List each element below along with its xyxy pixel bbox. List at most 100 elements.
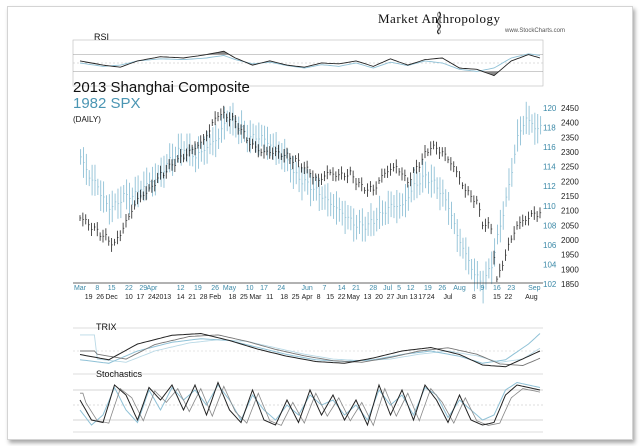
- x-tick-spx: 8: [95, 285, 99, 292]
- rsi-label: RSI: [94, 32, 109, 42]
- y-tick-shanghai: 2100: [561, 207, 579, 216]
- x-tick-spx: 21: [352, 285, 360, 292]
- x-tick-shanghai: 22: [505, 294, 513, 301]
- x-tick-shanghai: Feb: [209, 294, 221, 301]
- x-tick-shanghai: Jun: [396, 294, 407, 301]
- x-tick-shanghai: Dec: [105, 294, 118, 301]
- x-tick-shanghai: 26: [96, 294, 104, 301]
- x-tick-shanghai: 25: [292, 294, 300, 301]
- trix-spx-signal: [80, 334, 541, 363]
- y-tick-shanghai: 1950: [561, 251, 579, 260]
- rsi-overbought-fill: [80, 51, 540, 55]
- x-tick-spx: Jul: [383, 285, 392, 292]
- x-tick-shanghai: May: [346, 294, 360, 301]
- y-tick-spx: 110: [543, 202, 556, 211]
- x-tick-shanghai: 13: [364, 294, 372, 301]
- x-tick-spx: 12: [407, 285, 415, 292]
- axes: 2450 2400 2350 2300 2250 2200 2150 2100 2050 2000…: [73, 104, 579, 301]
- x-tick-shanghai: 28: [200, 294, 208, 301]
- x-tick-shanghai: 14: [177, 294, 185, 301]
- x-tick-spx: 28: [369, 285, 377, 292]
- chart-note: (DAILY): [73, 115, 101, 124]
- x-tick-shanghai: Jul: [444, 294, 453, 301]
- x-tick-spx: 22: [125, 285, 133, 292]
- y-tick-spx: 104: [543, 260, 557, 269]
- y-tick-shanghai: 2300: [561, 148, 579, 157]
- x-tick-spx: 26: [211, 285, 219, 292]
- y-tick-spx: 112: [543, 182, 556, 191]
- x-tick-shanghai: 21: [188, 294, 196, 301]
- rsi-plot: [73, 50, 543, 77]
- y-tick-shanghai: 2150: [561, 192, 579, 201]
- x-tick-shanghai: 24: [427, 294, 435, 301]
- stoch-shanghai-line: [79, 381, 541, 427]
- x-tick-shanghai: 15: [326, 294, 334, 301]
- x-tick-spx: 10: [246, 285, 254, 292]
- x-tick-spx: 19: [424, 285, 432, 292]
- x-tick-spx: 29: [139, 285, 147, 292]
- y-tick-spx: 102: [543, 280, 557, 289]
- y-tick-shanghai: 2250: [561, 163, 579, 172]
- chart-subtitle: 1982 SPX: [73, 95, 141, 112]
- x-tick-shanghai: 2013: [156, 294, 172, 301]
- x-tick-spx: 19: [194, 285, 202, 292]
- x-tick-shanghai: 18: [229, 294, 237, 301]
- stochastics-label: Stochastics: [96, 369, 143, 379]
- x-tick-spx: 5: [397, 285, 401, 292]
- trix-spx-line: [79, 333, 541, 364]
- x-tick-spx: 16: [493, 285, 501, 292]
- x-tick-shanghai: 27: [387, 294, 395, 301]
- y-tick-shanghai: 2400: [561, 119, 579, 128]
- x-tick-shanghai: 17: [137, 294, 145, 301]
- x-tick-shanghai: 10: [125, 294, 133, 301]
- x-tick-shanghai: 8: [317, 294, 321, 301]
- chart-title: 2013 Shanghai Composite: [73, 79, 250, 96]
- x-tick-shanghai: 20: [375, 294, 383, 301]
- x-tick-spx: Jun: [301, 285, 312, 292]
- y-tick-shanghai: 1900: [561, 265, 579, 274]
- x-tick-spx: 14: [338, 285, 346, 292]
- brand-credit: www.StockCharts.com: [504, 28, 565, 34]
- x-tick-spx: May: [223, 285, 237, 292]
- x-tick-shanghai: Apr: [302, 294, 314, 301]
- y-tick-spx: 108: [543, 221, 557, 230]
- x-tick-spx: Apr: [146, 285, 158, 292]
- rsi-shanghai-line: [79, 50, 541, 77]
- x-tick-spx: 23: [507, 285, 515, 292]
- x-tick-spx: 26: [438, 285, 446, 292]
- stochastics-plot: [73, 381, 543, 427]
- x-tick-shanghai: 15: [493, 294, 501, 301]
- y-tick-shanghai: 2050: [561, 221, 579, 230]
- x-tick-spx: Mar: [74, 285, 87, 292]
- trix-shanghai-signal: [80, 334, 541, 366]
- x-tick-shanghai: 24: [148, 294, 156, 301]
- x-tick-shanghai: 19: [85, 294, 93, 301]
- x-tick-shanghai: 11: [266, 294, 273, 301]
- y-tick-shanghai: 2200: [561, 177, 579, 186]
- x-tick-spx: 15: [108, 285, 116, 292]
- y-tick-shanghai: 1850: [561, 280, 579, 289]
- x-tick-shanghai: 18: [280, 294, 288, 301]
- x-tick-spx: 7: [322, 285, 326, 292]
- x-tick-spx: 24: [277, 285, 285, 292]
- y-tick-spx: 114: [543, 163, 556, 172]
- x-tick-shanghai: 13: [410, 294, 418, 301]
- x-tick-shanghai: 22: [338, 294, 346, 301]
- x-tick-shanghai: 17: [418, 294, 426, 301]
- y-tick-spx: 118: [543, 124, 556, 133]
- x-tick-spx: 17: [260, 285, 268, 292]
- y-tick-spx: 116: [543, 143, 556, 152]
- trix-plot: [73, 332, 543, 368]
- price-plot: [79, 101, 542, 304]
- y-tick-spx: 120: [543, 104, 557, 113]
- rsi-oversold-fill: [80, 71, 540, 76]
- x-tick-spx: 12: [177, 285, 185, 292]
- x-tick-spx: Sep: [528, 285, 541, 292]
- x-tick-shanghai: Aug: [525, 294, 538, 301]
- y-tick-shanghai: 2350: [561, 133, 579, 142]
- x-tick-shanghai: 8: [472, 294, 476, 301]
- stoch-shanghai-signal: [80, 385, 541, 427]
- x-tick-shanghai: Mar: [249, 294, 262, 301]
- y-tick-spx: 106: [543, 241, 557, 250]
- x-tick-shanghai: 25: [240, 294, 248, 301]
